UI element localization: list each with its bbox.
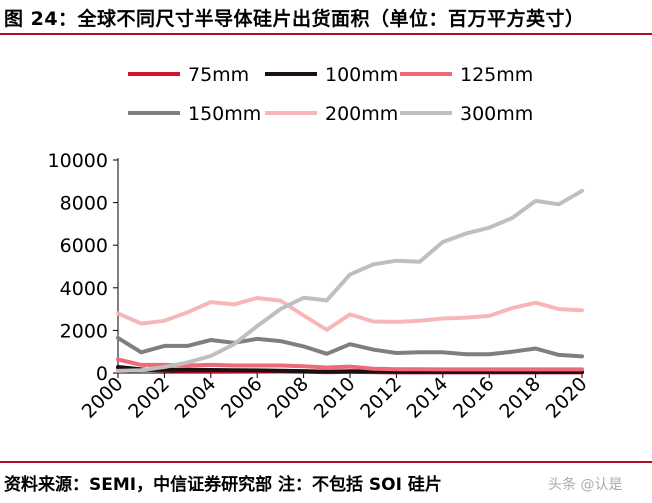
- x-tick-label: 2008: [263, 373, 313, 423]
- x-tick-label: 2010: [310, 373, 360, 423]
- legend-label-100mm: 100mm: [325, 64, 398, 86]
- source-note: 资料来源：SEMI，中信证券研究部 注：不包括 SOI 硅片: [4, 475, 442, 495]
- chart-axes: 0200040006000800010000200020022004200620…: [48, 150, 592, 423]
- line-chart: 75mm 100mm 125mm 150mm 200mm 300mm 0 2000 4000 6…: [48, 64, 592, 423]
- series-line-125mm: [116, 357, 584, 372]
- legend-label-125mm: 125mm: [460, 64, 533, 86]
- series-line-100mm: [116, 365, 584, 374]
- x-tick-label: 2016: [449, 373, 499, 423]
- footer-divider: [0, 461, 652, 463]
- figure-title-bar: 图 24：全球不同尺寸半导体硅片出货面积（单位：百万平方英寸）: [0, 0, 652, 34]
- legend-label-200mm: 200mm: [325, 103, 398, 125]
- chart-legend: 75mm 100mm 125mm 150mm 200mm 300mm: [128, 64, 533, 125]
- x-tick-label: 2018: [495, 373, 545, 423]
- x-tick-label: 2004: [171, 373, 221, 423]
- y-tick-label: 0: [96, 363, 108, 385]
- chart-series: [116, 188, 584, 375]
- x-tick-label: 2002: [124, 373, 174, 423]
- legend-label-300mm: 300mm: [460, 103, 533, 125]
- y-tick-label: 8000: [60, 193, 108, 215]
- legend-label-150mm: 150mm: [188, 103, 261, 125]
- x-tick-label: 2012: [356, 373, 406, 423]
- y-tick-label: 6000: [60, 235, 108, 257]
- x-tick-label: 2006: [217, 373, 267, 423]
- x-tick-label: 2020: [542, 373, 592, 423]
- watermark-text: 头条 @认是: [548, 477, 623, 493]
- y-tick-label: 2000: [60, 320, 108, 342]
- x-tick-label: 2014: [403, 373, 453, 423]
- series-line-300mm: [116, 188, 584, 373]
- series-line-150mm: [116, 335, 584, 359]
- y-tick-label: 10000: [48, 150, 108, 172]
- figure-title: 图 24：全球不同尺寸半导体硅片出货面积（单位：百万平方英寸）: [4, 8, 585, 30]
- legend-label-75mm: 75mm: [188, 64, 249, 86]
- title-divider: [0, 33, 652, 35]
- series-line-200mm: [116, 296, 584, 332]
- y-tick-label: 4000: [60, 278, 108, 300]
